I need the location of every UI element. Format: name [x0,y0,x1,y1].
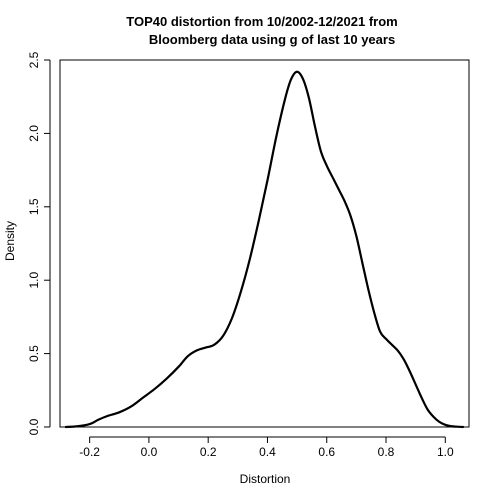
x-tick-label: 0.4 [259,445,276,459]
chart-title-line-1: TOP40 distortion from 10/2002-12/2021 fr… [126,14,397,29]
y-tick-label: 0.5 [27,345,41,362]
y-tick-label: 0.0 [27,418,41,435]
x-tick-label: 0.2 [200,445,217,459]
x-axis: -0.2 0.0 0.2 0.4 0.6 0.8 1.0 [79,436,454,459]
x-tick-label: 0.0 [141,445,158,459]
y-tick-label: 1.5 [27,198,41,215]
x-tick-label: 0.6 [318,445,335,459]
x-tick-label: -0.2 [79,445,100,459]
y-tick-label: 2.0 [27,125,41,142]
chart-title-line-2: Bloomberg data using g of last 10 years [149,32,395,47]
y-axis: 0.0 0.5 1.0 1.5 2.0 2.5 [27,51,51,435]
x-axis-label: Distortion [240,472,291,486]
x-tick-label: 0.8 [378,445,395,459]
y-tick-label: 2.5 [27,51,41,68]
plot-area-box [59,59,470,428]
x-tick-label: 1.0 [437,445,454,459]
y-tick-label: 1.0 [27,272,41,289]
y-axis-label: Density [3,221,17,261]
density-curve [64,70,465,429]
